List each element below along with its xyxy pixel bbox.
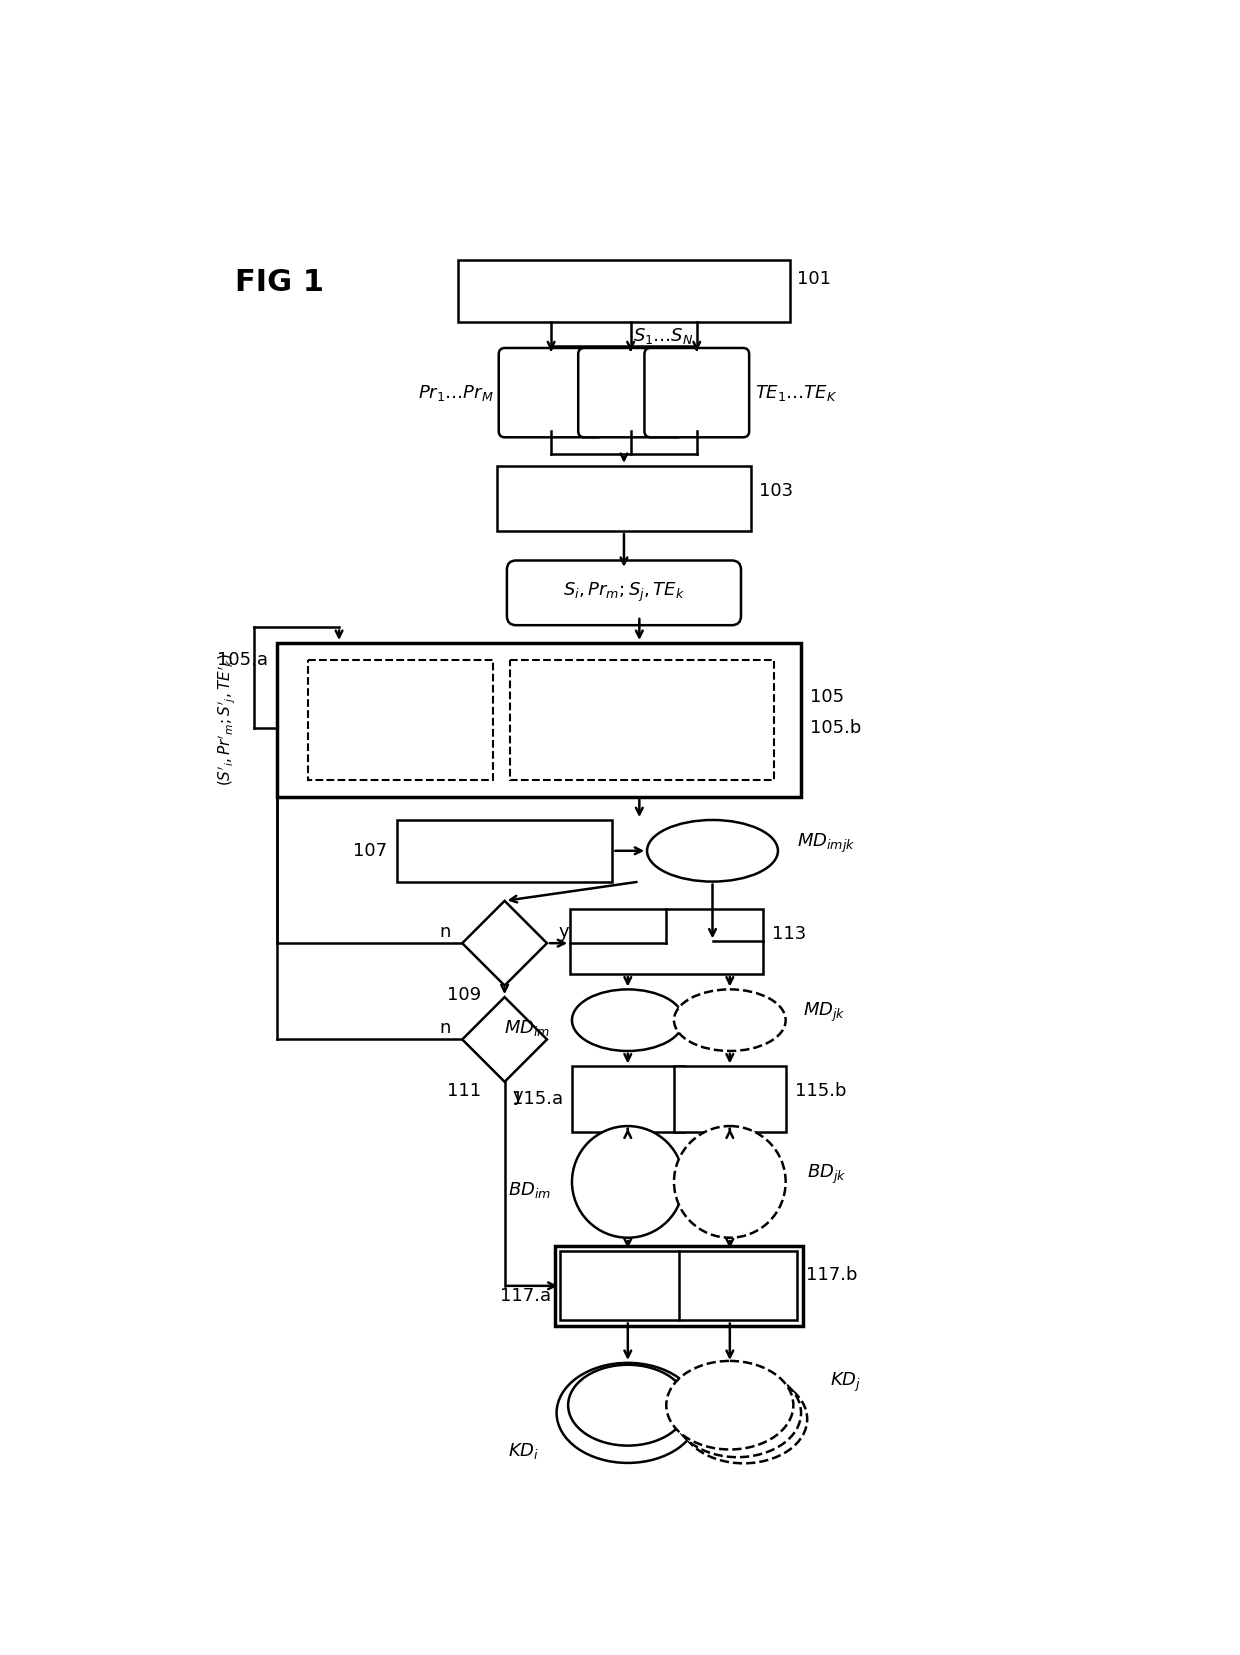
Ellipse shape bbox=[647, 819, 777, 882]
Text: 115.a: 115.a bbox=[512, 1091, 563, 1109]
Text: 105.a: 105.a bbox=[217, 650, 268, 669]
Polygon shape bbox=[463, 900, 547, 985]
Ellipse shape bbox=[557, 1362, 699, 1463]
Text: 107: 107 bbox=[353, 842, 388, 861]
Text: y: y bbox=[558, 922, 569, 940]
Text: $BD_{jk}$: $BD_{jk}$ bbox=[807, 1162, 846, 1185]
Bar bbox=[570, 909, 763, 975]
Bar bbox=[459, 260, 790, 321]
Text: $BD_{im}$: $BD_{im}$ bbox=[507, 1180, 551, 1200]
Text: 105: 105 bbox=[810, 688, 844, 705]
Text: n: n bbox=[439, 922, 450, 940]
Text: FIG 1: FIG 1 bbox=[236, 268, 324, 296]
Text: 117.b: 117.b bbox=[806, 1266, 858, 1284]
Text: 105.b: 105.b bbox=[810, 718, 862, 736]
Text: $MD_{imjk}$: $MD_{imjk}$ bbox=[797, 831, 856, 854]
Text: 101: 101 bbox=[797, 270, 831, 288]
FancyBboxPatch shape bbox=[645, 348, 749, 437]
FancyBboxPatch shape bbox=[498, 348, 604, 437]
Ellipse shape bbox=[568, 1365, 687, 1445]
Text: 109: 109 bbox=[448, 986, 481, 1005]
Text: 117.a: 117.a bbox=[500, 1288, 552, 1306]
Bar bbox=[497, 465, 751, 531]
Text: $KD_i$: $KD_i$ bbox=[508, 1442, 539, 1461]
Bar bbox=[510, 660, 774, 780]
Text: 111: 111 bbox=[448, 1082, 481, 1101]
Text: 103: 103 bbox=[759, 482, 792, 500]
Text: $KD_j$: $KD_j$ bbox=[830, 1370, 861, 1394]
Text: $MD_{im}$: $MD_{im}$ bbox=[505, 1018, 551, 1038]
FancyBboxPatch shape bbox=[578, 348, 683, 437]
Bar bbox=[397, 819, 613, 882]
Ellipse shape bbox=[675, 1369, 801, 1456]
Text: 115.b: 115.b bbox=[795, 1082, 847, 1101]
Ellipse shape bbox=[675, 1125, 786, 1238]
Bar bbox=[572, 1066, 683, 1132]
Text: n: n bbox=[439, 1019, 450, 1038]
Bar bbox=[309, 660, 494, 780]
Ellipse shape bbox=[675, 990, 786, 1051]
Text: 113: 113 bbox=[771, 925, 806, 943]
Bar bbox=[675, 1066, 786, 1132]
Bar bbox=[278, 642, 801, 798]
Text: $(S'_i, Pr'_m; S'_j, TE'_k)$: $(S'_i, Pr'_m; S'_j, TE'_k)$ bbox=[217, 654, 238, 786]
Ellipse shape bbox=[681, 1375, 807, 1463]
Text: $Pr_1{\ldots}Pr_M$: $Pr_1{\ldots}Pr_M$ bbox=[418, 382, 494, 402]
Text: $TE_1{\ldots}TE_K$: $TE_1{\ldots}TE_K$ bbox=[755, 382, 837, 402]
Ellipse shape bbox=[666, 1360, 794, 1450]
Ellipse shape bbox=[572, 990, 683, 1051]
Text: y: y bbox=[512, 1087, 523, 1104]
Text: $MD_{jk}$: $MD_{jk}$ bbox=[804, 1001, 846, 1024]
FancyBboxPatch shape bbox=[507, 561, 742, 626]
Bar bbox=[556, 1246, 802, 1326]
Bar bbox=[560, 1251, 797, 1321]
Ellipse shape bbox=[572, 1125, 683, 1238]
Polygon shape bbox=[463, 996, 547, 1082]
Text: $S_i, Pr_m; S_j, TE_k$: $S_i, Pr_m; S_j, TE_k$ bbox=[563, 581, 684, 604]
Text: $S_1{\ldots}S_N$: $S_1{\ldots}S_N$ bbox=[634, 326, 694, 346]
